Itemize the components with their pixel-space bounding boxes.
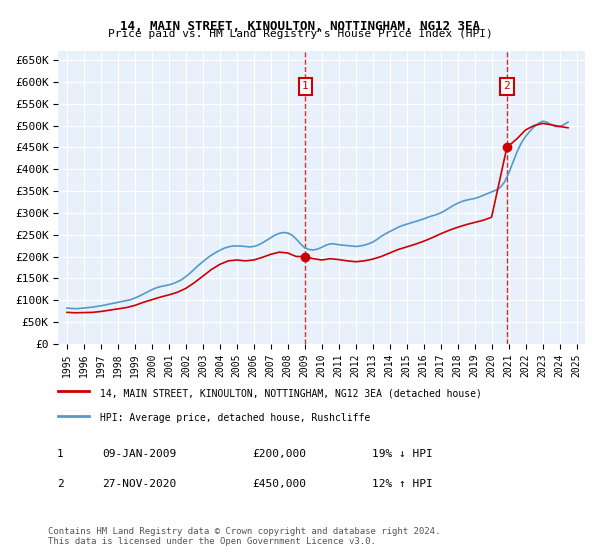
Text: £450,000: £450,000: [252, 479, 306, 489]
Text: Price paid vs. HM Land Registry's House Price Index (HPI): Price paid vs. HM Land Registry's House …: [107, 29, 493, 39]
Text: 27-NOV-2020: 27-NOV-2020: [102, 479, 176, 489]
Text: 12% ↑ HPI: 12% ↑ HPI: [372, 479, 433, 489]
Text: Contains HM Land Registry data © Crown copyright and database right 2024.
This d: Contains HM Land Registry data © Crown c…: [48, 526, 440, 546]
Text: 2: 2: [56, 479, 64, 489]
Text: 2: 2: [503, 81, 510, 91]
Text: HPI: Average price, detached house, Rushcliffe: HPI: Average price, detached house, Rush…: [100, 413, 370, 423]
Text: 14, MAIN STREET, KINOULTON, NOTTINGHAM, NG12 3EA: 14, MAIN STREET, KINOULTON, NOTTINGHAM, …: [120, 20, 480, 32]
Text: 1: 1: [302, 81, 308, 91]
Text: 09-JAN-2009: 09-JAN-2009: [102, 449, 176, 459]
Text: 14, MAIN STREET, KINOULTON, NOTTINGHAM, NG12 3EA (detached house): 14, MAIN STREET, KINOULTON, NOTTINGHAM, …: [100, 388, 481, 398]
Text: 1: 1: [56, 449, 64, 459]
Text: 19% ↓ HPI: 19% ↓ HPI: [372, 449, 433, 459]
Text: £200,000: £200,000: [252, 449, 306, 459]
